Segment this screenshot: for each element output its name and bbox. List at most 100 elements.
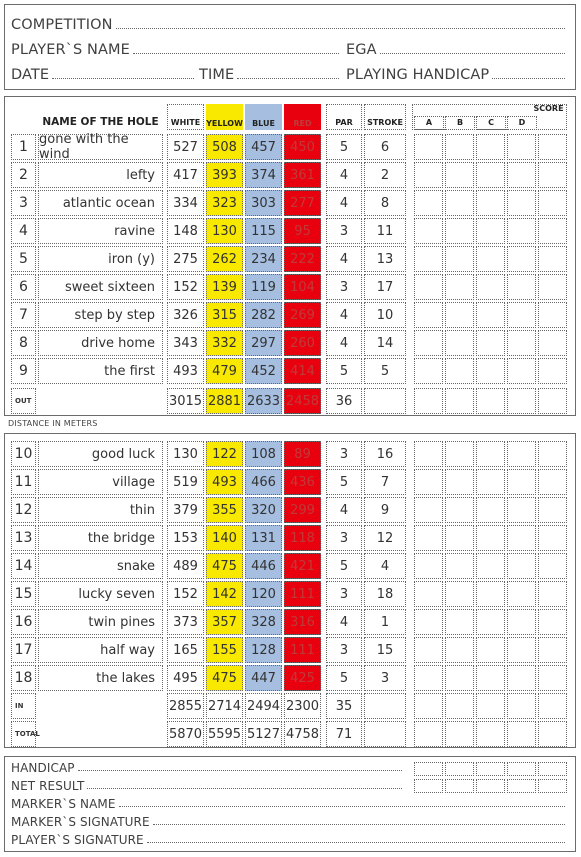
score-box-2[interactable] xyxy=(445,497,474,523)
score-box-4[interactable] xyxy=(507,553,536,579)
score-box-2[interactable] xyxy=(445,665,474,691)
score-box-3[interactable] xyxy=(476,525,505,551)
score-box-1[interactable] xyxy=(414,358,443,384)
score-box-2[interactable] xyxy=(445,358,474,384)
score-box-1[interactable] xyxy=(414,388,443,414)
score-box-1[interactable] xyxy=(414,190,443,216)
score-box-3[interactable] xyxy=(476,190,505,216)
score-box-3[interactable] xyxy=(476,693,505,719)
score-box-3[interactable] xyxy=(476,553,505,579)
score-box-1[interactable] xyxy=(414,246,443,272)
score-box-5[interactable] xyxy=(538,609,567,635)
score-box-5[interactable] xyxy=(538,581,567,607)
score-box-3[interactable] xyxy=(476,665,505,691)
handicap-field[interactable]: HANDICAP xyxy=(11,758,406,775)
score-box-1[interactable] xyxy=(414,441,443,467)
score-box-3[interactable] xyxy=(476,441,505,467)
score-box-5[interactable] xyxy=(538,218,567,244)
score-box-2[interactable] xyxy=(445,274,474,300)
score-box-1[interactable] xyxy=(414,134,443,160)
score-box-2[interactable] xyxy=(445,134,474,160)
score-box-3[interactable] xyxy=(476,637,505,663)
footer-box-2-2[interactable] xyxy=(445,779,474,793)
score-box-5[interactable] xyxy=(538,358,567,384)
score-box-4[interactable] xyxy=(507,218,536,244)
score-box-5[interactable] xyxy=(538,302,567,328)
score-box-2[interactable] xyxy=(445,218,474,244)
playing-handicap-field[interactable]: PLAYING HANDICAP xyxy=(346,63,569,83)
score-box-3[interactable] xyxy=(476,581,505,607)
score-box-5[interactable] xyxy=(538,693,567,719)
score-box-4[interactable] xyxy=(507,388,536,414)
score-box-2[interactable] xyxy=(445,581,474,607)
score-box-1[interactable] xyxy=(414,497,443,523)
score-box-4[interactable] xyxy=(507,665,536,691)
score-box-1[interactable] xyxy=(414,525,443,551)
score-box-4[interactable] xyxy=(507,330,536,356)
score-box-4[interactable] xyxy=(507,246,536,272)
player-signature-field[interactable]: PLAYER`S SIGNATURE xyxy=(11,830,569,847)
score-box-3[interactable] xyxy=(476,721,505,747)
score-box-1[interactable] xyxy=(414,330,443,356)
score-box-4[interactable] xyxy=(507,302,536,328)
score-box-5[interactable] xyxy=(538,162,567,188)
score-box-5[interactable] xyxy=(538,441,567,467)
score-box-3[interactable] xyxy=(476,162,505,188)
score-box-3[interactable] xyxy=(476,469,505,495)
score-box-4[interactable] xyxy=(507,162,536,188)
time-field[interactable]: TIME xyxy=(199,63,343,83)
footer-box-2-4[interactable] xyxy=(507,779,536,793)
score-box-5[interactable] xyxy=(538,134,567,160)
score-box-2[interactable] xyxy=(445,302,474,328)
score-box-5[interactable] xyxy=(538,525,567,551)
score-box-2[interactable] xyxy=(445,553,474,579)
score-box-3[interactable] xyxy=(476,330,505,356)
score-box-2[interactable] xyxy=(445,190,474,216)
score-box-5[interactable] xyxy=(538,497,567,523)
score-box-4[interactable] xyxy=(507,693,536,719)
score-box-1[interactable] xyxy=(414,553,443,579)
competition-field[interactable]: COMPETITION xyxy=(11,13,569,33)
score-box-3[interactable] xyxy=(476,246,505,272)
score-box-5[interactable] xyxy=(538,274,567,300)
score-box-5[interactable] xyxy=(538,246,567,272)
player-name-field[interactable]: PLAYER`S NAME xyxy=(11,38,343,58)
score-box-2[interactable] xyxy=(445,721,474,747)
score-box-1[interactable] xyxy=(414,637,443,663)
score-box-1[interactable] xyxy=(414,162,443,188)
score-box-4[interactable] xyxy=(507,441,536,467)
score-box-5[interactable] xyxy=(538,190,567,216)
score-box-4[interactable] xyxy=(507,581,536,607)
score-box-2[interactable] xyxy=(445,388,474,414)
score-box-2[interactable] xyxy=(445,469,474,495)
score-box-3[interactable] xyxy=(476,134,505,160)
score-box-2[interactable] xyxy=(445,330,474,356)
ega-field[interactable]: EGA xyxy=(346,38,569,58)
date-field[interactable]: DATE xyxy=(11,63,198,83)
score-box-2[interactable] xyxy=(445,693,474,719)
score-box-4[interactable] xyxy=(507,497,536,523)
footer-box-1-5[interactable] xyxy=(538,762,567,776)
footer-box-2-5[interactable] xyxy=(538,779,567,793)
score-box-3[interactable] xyxy=(476,358,505,384)
score-box-3[interactable] xyxy=(476,388,505,414)
footer-box-2-3[interactable] xyxy=(476,779,505,793)
score-box-1[interactable] xyxy=(414,302,443,328)
score-box-1[interactable] xyxy=(414,609,443,635)
footer-box-2-1[interactable] xyxy=(414,779,443,793)
score-box-4[interactable] xyxy=(507,609,536,635)
score-box-1[interactable] xyxy=(414,218,443,244)
score-box-3[interactable] xyxy=(476,302,505,328)
score-box-5[interactable] xyxy=(538,637,567,663)
score-box-1[interactable] xyxy=(414,469,443,495)
footer-box-1-4[interactable] xyxy=(507,762,536,776)
score-box-1[interactable] xyxy=(414,693,443,719)
score-box-5[interactable] xyxy=(538,330,567,356)
score-box-2[interactable] xyxy=(445,441,474,467)
score-box-5[interactable] xyxy=(538,665,567,691)
score-box-5[interactable] xyxy=(538,721,567,747)
score-box-1[interactable] xyxy=(414,665,443,691)
score-box-2[interactable] xyxy=(445,609,474,635)
score-box-3[interactable] xyxy=(476,274,505,300)
score-box-1[interactable] xyxy=(414,274,443,300)
